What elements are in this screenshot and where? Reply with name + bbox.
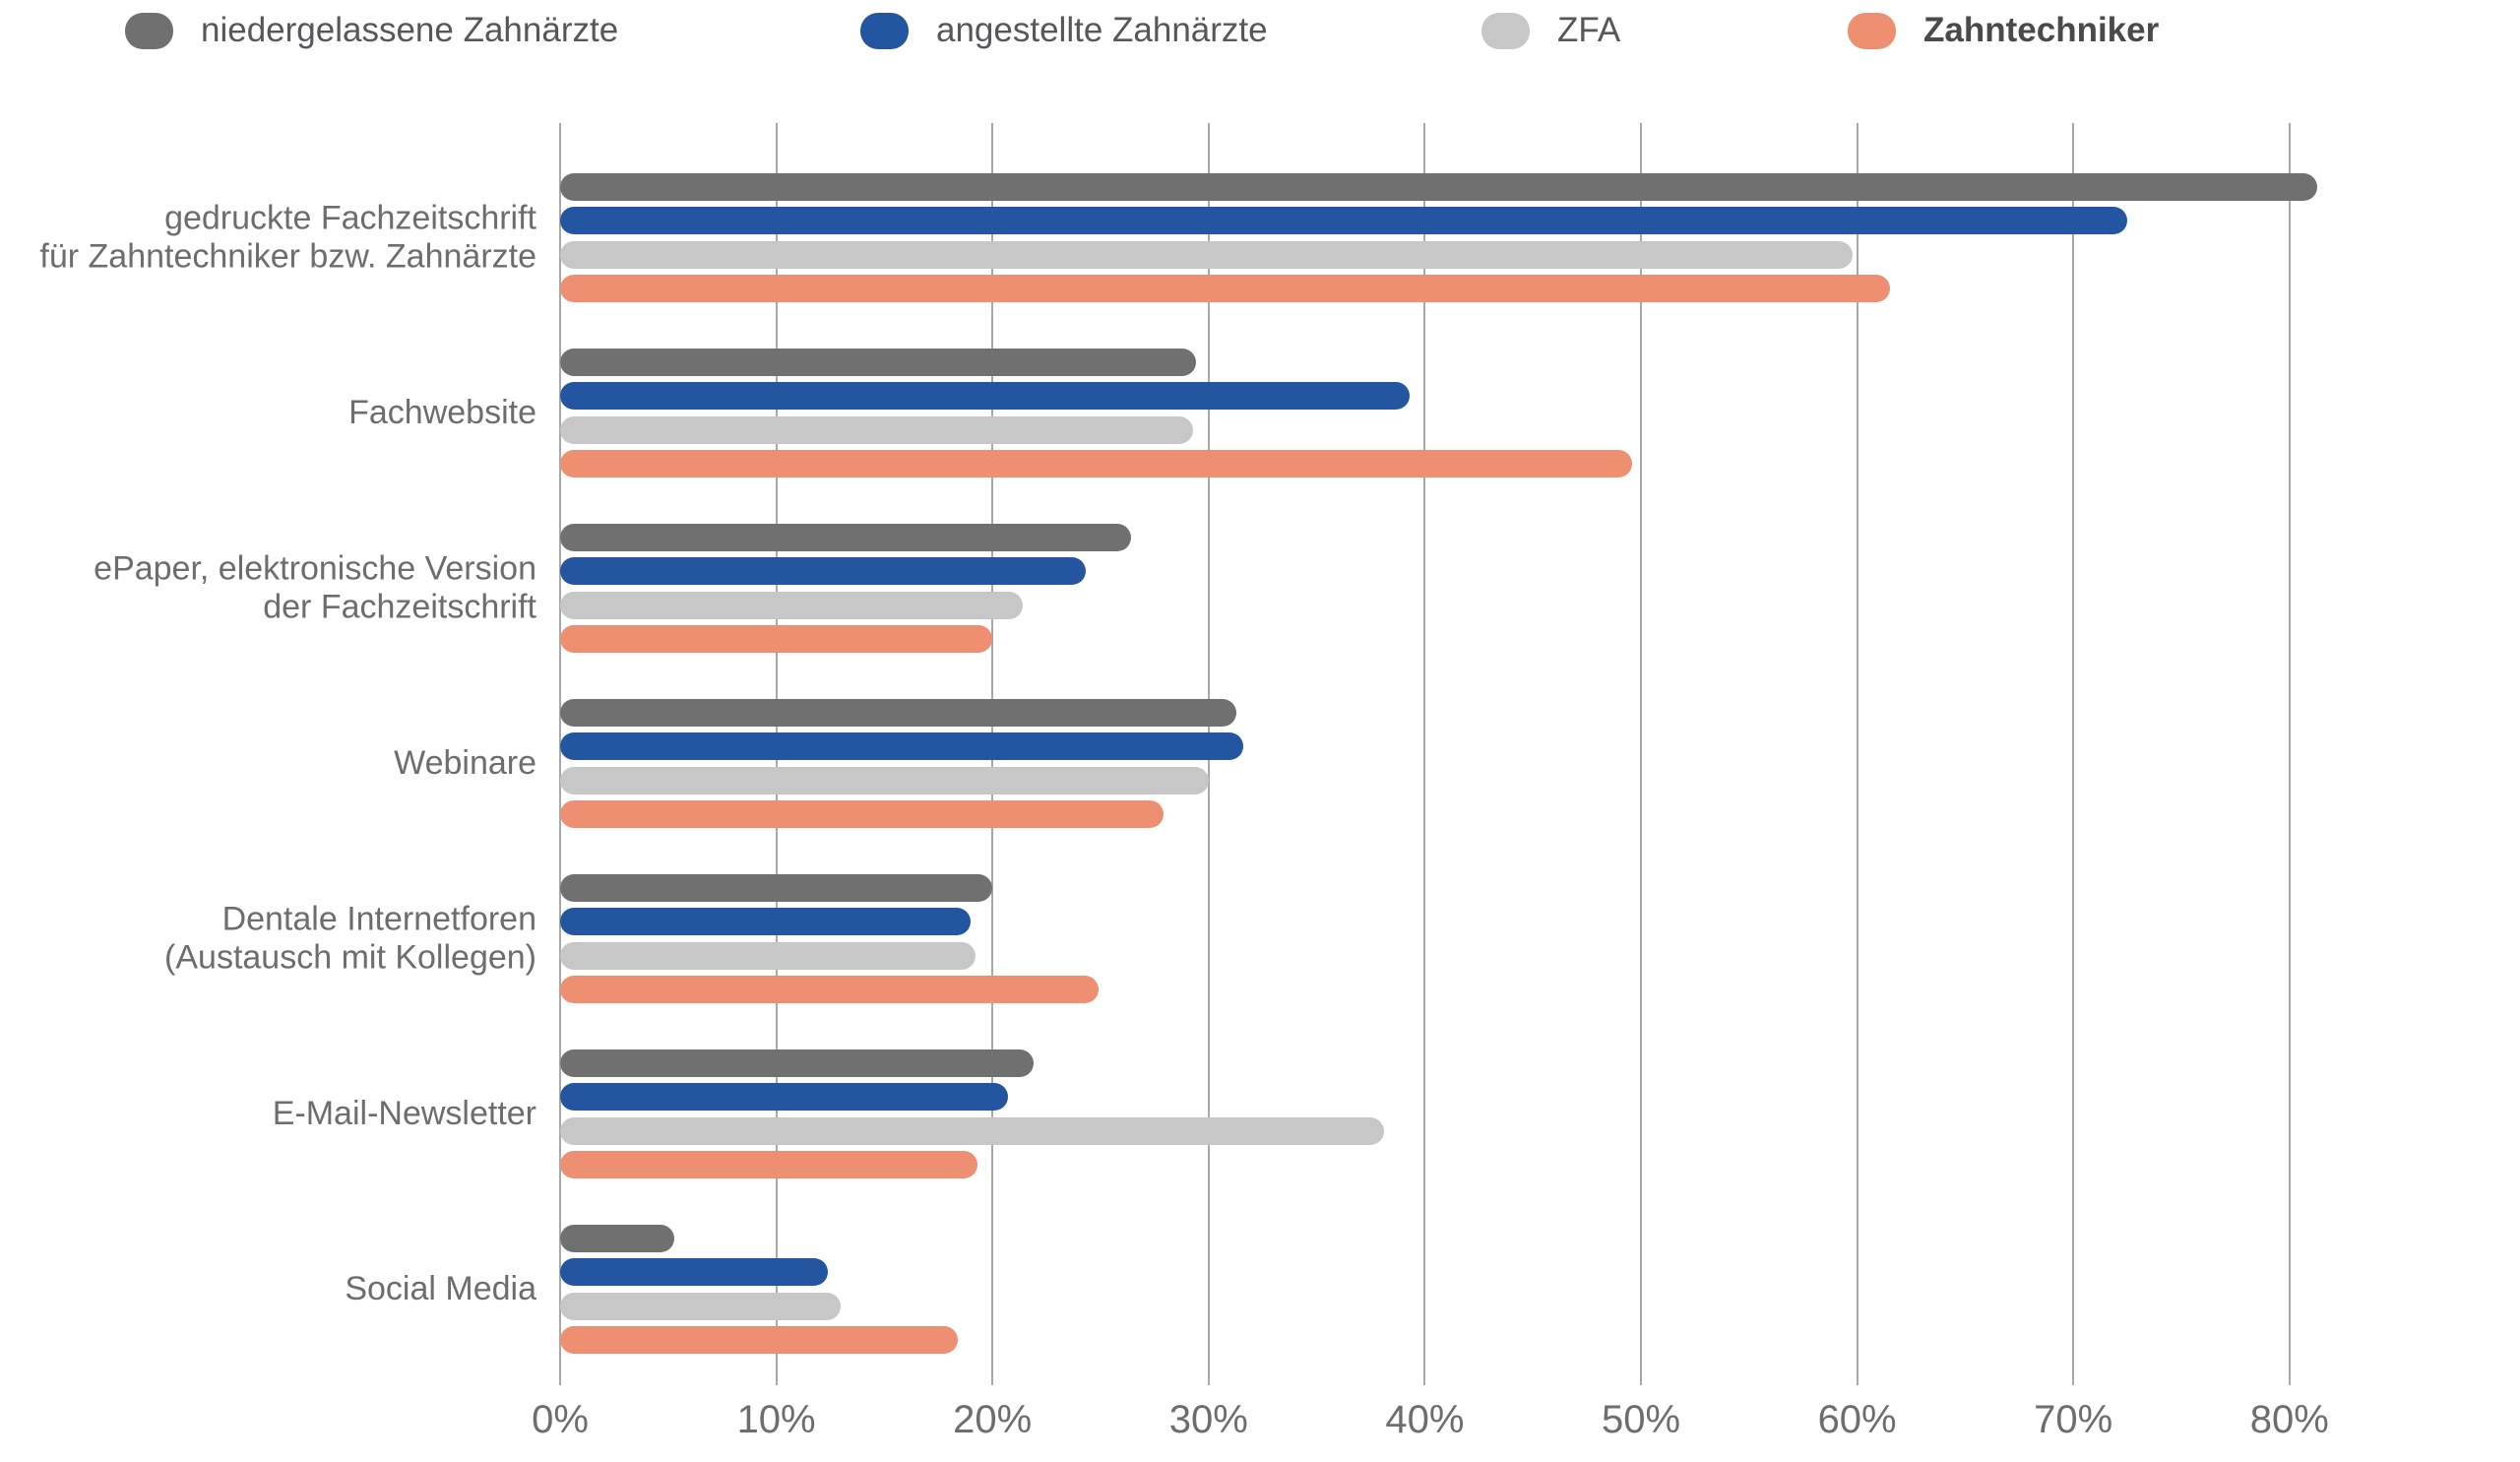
bar xyxy=(560,240,1854,269)
legend-item-niedergelassene-zahnaerzte: niedergelassene Zahnärzte xyxy=(125,8,618,53)
legend-item-angestellte-zahnaerzte: angestellte Zahnärzte xyxy=(860,8,1268,53)
legend-item-zfa: ZFA xyxy=(1481,8,1620,53)
bar xyxy=(560,415,1194,444)
legend-label: niedergelassene Zahnärzte xyxy=(201,11,619,49)
bar xyxy=(560,207,2128,235)
bar xyxy=(560,1083,1008,1112)
bar xyxy=(560,1049,1034,1077)
bar xyxy=(560,524,1131,551)
x-tick-label: 40% xyxy=(1385,1398,1465,1441)
bar xyxy=(560,908,972,936)
bar xyxy=(560,874,993,902)
gridline-40pct xyxy=(1423,123,1426,1385)
bar xyxy=(560,699,1237,727)
category-label: E-Mail-Newsletter xyxy=(272,1095,536,1133)
bar xyxy=(560,1325,959,1354)
bar xyxy=(560,799,1164,828)
legend-item-zahntechniker: Zahntechniker xyxy=(1848,8,2159,53)
bar xyxy=(560,766,1209,795)
bar xyxy=(560,382,1411,411)
legend-swatch-icon xyxy=(1848,12,1896,49)
bar xyxy=(560,449,1633,477)
x-tick-label: 10% xyxy=(736,1398,816,1441)
x-tick-label: 20% xyxy=(953,1398,1033,1441)
bar xyxy=(560,173,2318,201)
category-label: gedruckte Fachzeitschrift für Zahntechni… xyxy=(39,200,536,276)
bar xyxy=(560,349,1196,376)
bar xyxy=(560,1150,977,1178)
legend-swatch-icon xyxy=(125,12,173,49)
legend-label: ZFA xyxy=(1557,11,1621,49)
bar xyxy=(560,732,1243,761)
bar xyxy=(560,591,1023,619)
gridline-70pct xyxy=(2072,123,2075,1385)
category-label: Dentale Internetforen (Austausch mit Kol… xyxy=(164,901,536,977)
bar xyxy=(560,1258,829,1287)
gridline-60pct xyxy=(1856,123,1858,1385)
category-label: Social Media xyxy=(345,1270,536,1308)
bar xyxy=(560,1116,1384,1145)
bar xyxy=(560,1225,675,1252)
bar xyxy=(560,941,976,970)
x-tick-label: 60% xyxy=(1817,1398,1897,1441)
gridline-80pct xyxy=(2288,123,2291,1385)
legend-swatch-icon xyxy=(860,12,909,49)
legend-label: angestellte Zahnärzte xyxy=(936,11,1268,49)
bar xyxy=(560,274,1890,302)
gridline-0pct xyxy=(559,123,561,1385)
legend-label: Zahntechniker xyxy=(1923,11,2160,49)
bar xyxy=(560,624,993,653)
category-label: ePaper, elektronische Version der Fachze… xyxy=(94,550,536,626)
bar xyxy=(560,1292,842,1320)
legend-swatch-icon xyxy=(1481,12,1530,49)
x-tick-label: 0% xyxy=(532,1398,589,1441)
x-tick-label: 70% xyxy=(2034,1398,2113,1441)
x-tick-label: 80% xyxy=(2249,1398,2329,1441)
bar xyxy=(560,975,1099,1003)
category-label: Fachwebsite xyxy=(348,394,536,432)
category-label: Webinare xyxy=(394,744,536,783)
x-tick-label: 30% xyxy=(1168,1398,1248,1441)
gridline-50pct xyxy=(1640,123,1642,1385)
x-tick-label: 50% xyxy=(1601,1398,1681,1441)
bar xyxy=(560,557,1086,586)
